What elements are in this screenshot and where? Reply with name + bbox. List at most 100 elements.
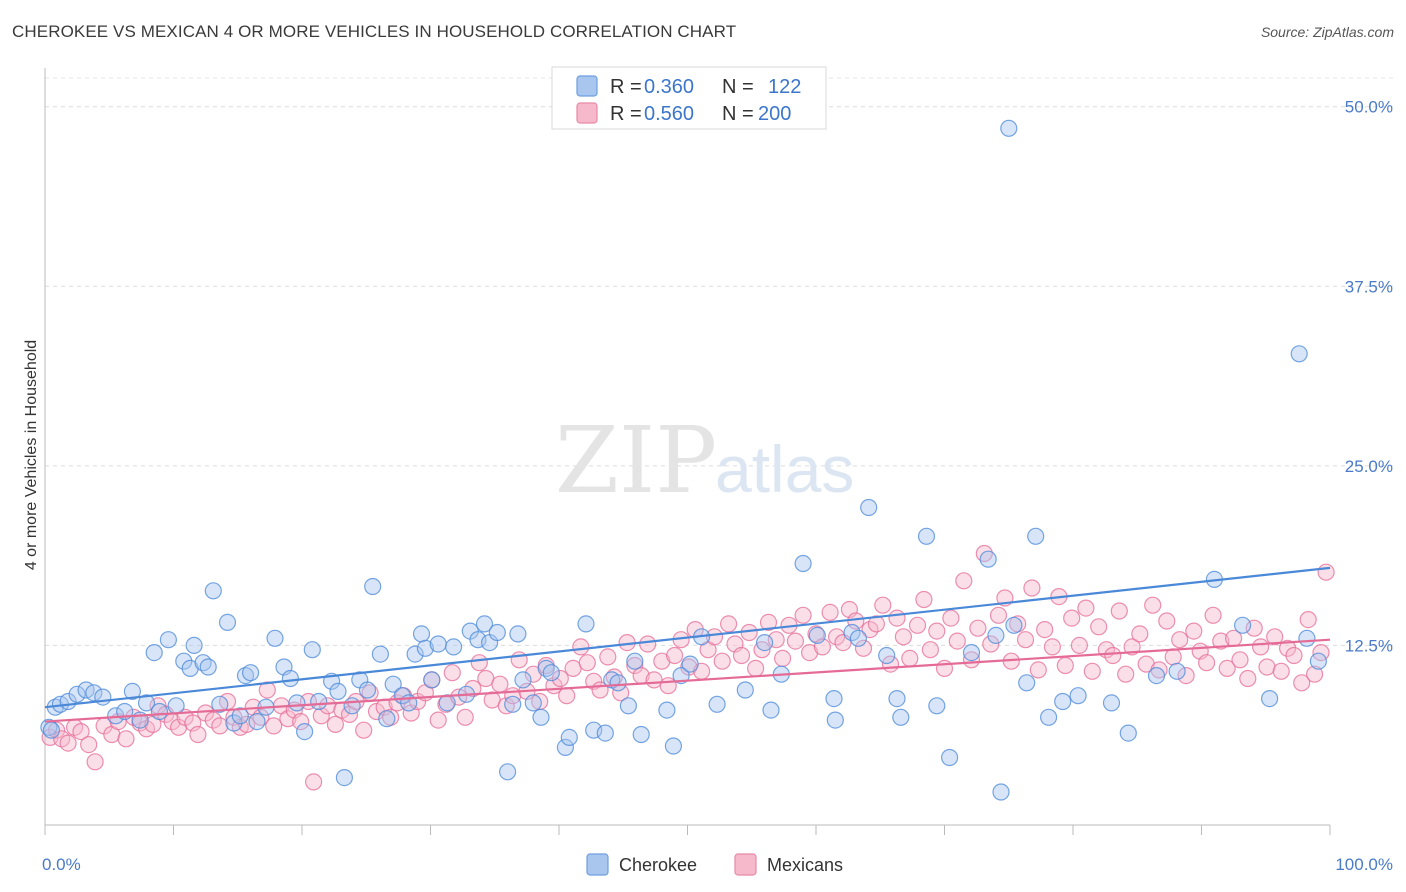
mexicans-point: [551, 669, 569, 688]
cherokee-point: [542, 664, 560, 682]
mexicans-point: [456, 708, 474, 726]
cherokee-point: [1054, 692, 1072, 711]
legend-n-value-1: 122: [768, 76, 801, 98]
cherokee-point: [94, 688, 112, 706]
mexicans-point: [238, 715, 256, 734]
x-tick-label-min: 0.0%: [42, 855, 81, 874]
cherokee-bottom-swatch: [586, 853, 609, 876]
mexicans-point: [497, 697, 515, 715]
mexicans-point: [1177, 666, 1195, 685]
cherokee-point: [940, 748, 959, 767]
mexicans-point: [746, 659, 765, 678]
cherokee-point: [384, 675, 402, 693]
cherokee-point: [68, 685, 86, 703]
mexicans-point: [1299, 610, 1317, 629]
cherokee-point: [167, 697, 185, 715]
cherokee-point: [1102, 694, 1121, 712]
mexicans-point: [1090, 618, 1108, 636]
cherokee-point: [962, 643, 981, 662]
cherokee-point: [596, 724, 614, 742]
cherokee-point: [231, 707, 249, 725]
mexicans-point: [1117, 665, 1135, 683]
mexicans-point: [1043, 638, 1062, 656]
mexicans-point: [1239, 669, 1257, 688]
cherokee-point: [1147, 666, 1166, 685]
mexicans-point: [901, 649, 919, 668]
cherokee-point: [672, 666, 690, 685]
cherokee-point: [860, 498, 878, 517]
mexicans-point: [732, 646, 751, 665]
cherokee-point: [626, 652, 644, 670]
series-legend: Cherokee Mexicans: [586, 853, 843, 876]
mexicans-trend-line: [44, 638, 1331, 723]
mexicans-point: [1231, 651, 1249, 669]
cherokee-point: [429, 635, 447, 653]
mexicans-point: [117, 730, 135, 748]
cherokee-point: [992, 783, 1010, 801]
cherokee-point: [1018, 674, 1036, 692]
cherokee-point: [406, 645, 424, 663]
cherokee-point: [509, 625, 527, 643]
mexicans-point: [1258, 658, 1276, 676]
axes: [44, 68, 1331, 835]
mexicans-point: [1083, 662, 1101, 680]
cherokee-point: [843, 623, 861, 642]
mexicans-point: [1212, 632, 1230, 650]
cherokee-point: [609, 674, 627, 692]
y-tick-label: 37.5%: [1345, 277, 1393, 296]
cherokee-point: [42, 721, 61, 739]
cherokee-point: [577, 615, 595, 633]
mexicans-point: [279, 710, 297, 728]
cherokee-point: [1298, 629, 1316, 647]
cherokee-point: [358, 681, 377, 699]
mexicans-point: [86, 753, 104, 771]
cherokee-point: [708, 695, 726, 713]
mexicans-point: [72, 722, 90, 741]
mexicans-point: [211, 717, 229, 735]
cherokee-point: [1069, 687, 1087, 705]
mexicans-point: [989, 606, 1008, 624]
cherokee-point: [1039, 708, 1058, 726]
mexicans-point: [1266, 628, 1284, 646]
cherokee-point: [762, 701, 780, 719]
mexicans-point: [1197, 654, 1216, 672]
cherokee-point: [1168, 662, 1186, 680]
mexicans-point: [955, 572, 973, 590]
cherokee-point: [343, 697, 361, 715]
cherokee-legend-label: Cherokee: [619, 855, 697, 875]
mexicans-point: [204, 711, 222, 729]
mexicans-point: [1164, 648, 1182, 666]
mexicans-point: [786, 632, 805, 650]
cherokee-point: [556, 738, 575, 757]
source-label: Source: ZipAtlas.com: [1260, 24, 1394, 40]
mexicans-point: [558, 687, 576, 705]
mexicans-point: [564, 659, 582, 678]
mexicans-point: [1204, 606, 1222, 624]
mexicans-point: [1144, 596, 1162, 614]
mexicans-point: [59, 734, 77, 752]
mexicans-point: [443, 664, 461, 682]
mexicans-point: [1029, 661, 1047, 679]
mexicans-point: [1056, 656, 1074, 675]
cherokee-point: [204, 582, 222, 600]
legend-r-value-1: 0.360: [644, 76, 694, 98]
mexicans-point: [821, 603, 839, 622]
cherokee-point: [736, 681, 754, 699]
cherokee-point: [849, 629, 868, 647]
cherokee-point: [123, 682, 141, 701]
cherokee-point: [211, 695, 229, 713]
mexicans-point: [626, 656, 644, 675]
cherokee-point: [1005, 616, 1023, 634]
mexicans-point: [928, 622, 946, 640]
cherokee-point: [159, 631, 177, 649]
mexicans-point: [719, 615, 738, 633]
cherokee-point: [150, 702, 168, 721]
cherokee-point: [504, 695, 522, 713]
cherokee-point: [236, 666, 255, 685]
cherokee-point: [619, 697, 638, 715]
mexicans-point: [1251, 638, 1270, 656]
mexicans-point: [1218, 659, 1236, 678]
x-tick-label-max: 100.0%: [1335, 855, 1393, 874]
mexicans-point: [305, 773, 323, 791]
mexicans-point: [1036, 620, 1054, 639]
